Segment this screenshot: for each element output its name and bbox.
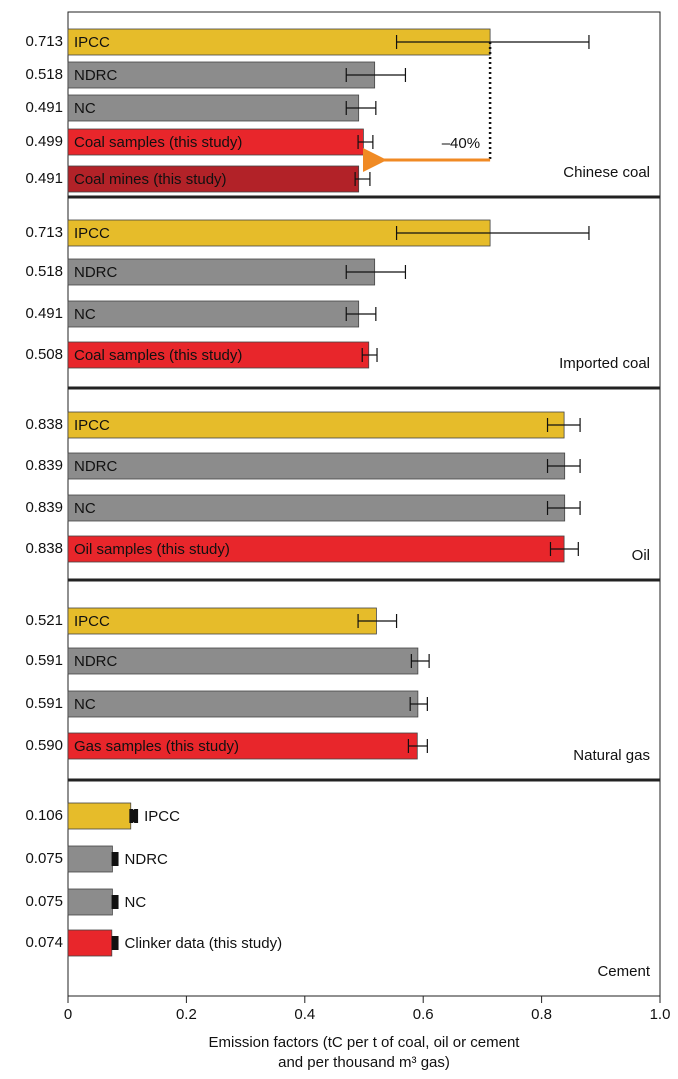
category-label: Coal samples (this study)	[74, 347, 242, 364]
bar	[67, 690, 419, 718]
error-bar	[410, 654, 430, 668]
value-label: 0.508	[25, 346, 63, 363]
bar	[67, 94, 360, 122]
category-label: NDRC	[74, 264, 117, 281]
error-bar	[395, 226, 590, 240]
panel-title: Natural gas	[573, 747, 650, 764]
category-label: NDRC	[74, 458, 117, 475]
bar	[67, 845, 113, 873]
value-label: 0.838	[25, 416, 63, 433]
bar	[67, 888, 113, 916]
value-label: 0.499	[25, 133, 63, 150]
error-bar	[409, 697, 428, 711]
bar	[67, 300, 360, 328]
error-bar	[354, 172, 371, 186]
error-bar	[111, 936, 119, 950]
category-label: Oil samples (this study)	[74, 541, 230, 558]
value-label: 0.075	[25, 850, 63, 867]
category-label: IPCC	[74, 417, 110, 434]
value-label: 0.713	[25, 33, 63, 50]
error-bar	[549, 542, 579, 556]
value-label: 0.591	[25, 652, 63, 669]
x-axis-label: and per thousand m³ gas)	[278, 1054, 450, 1071]
category-label: NC	[74, 100, 96, 117]
error-bar	[357, 135, 374, 149]
panel-title: Imported coal	[559, 355, 650, 372]
category-label: NDRC	[125, 851, 168, 868]
category-label: Gas samples (this study)	[74, 738, 239, 755]
category-label: NC	[125, 894, 147, 911]
error-bar	[345, 265, 407, 279]
x-axis-label: Emission factors (tC per t of coal, oil …	[209, 1034, 521, 1051]
value-label: 0.839	[25, 499, 63, 516]
error-bar	[407, 739, 428, 753]
annotation: –40%	[442, 135, 480, 152]
value-label: 0.521	[25, 612, 63, 629]
value-label: 0.491	[25, 170, 63, 187]
x-tick-label: 0.2	[176, 1006, 197, 1023]
bar	[67, 647, 419, 675]
category-label: NC	[74, 696, 96, 713]
value-label: 0.075	[25, 893, 63, 910]
category-label: IPCC	[74, 34, 110, 51]
value-label: 0.518	[25, 263, 63, 280]
value-label: 0.838	[25, 540, 63, 557]
value-label: 0.074	[25, 934, 63, 951]
category-label: Coal mines (this study)	[74, 171, 227, 188]
error-bar	[546, 418, 581, 432]
value-label: 0.713	[25, 224, 63, 241]
category-label: NDRC	[74, 67, 117, 84]
x-tick-label: 0.6	[413, 1006, 434, 1023]
category-label: IPCC	[144, 808, 180, 825]
category-label: NC	[74, 500, 96, 517]
x-tick-label: 0.4	[294, 1006, 315, 1023]
panel-title: Cement	[597, 963, 650, 980]
error-bar	[361, 348, 378, 362]
bar	[67, 929, 113, 957]
error-bar	[345, 68, 407, 82]
bar	[67, 732, 418, 760]
error-bar	[111, 895, 119, 909]
error-bar	[395, 35, 590, 49]
panel-title: Chinese coal	[563, 164, 650, 181]
bar	[67, 535, 565, 563]
bar	[67, 494, 566, 522]
category-label: Clinker data (this study)	[125, 935, 283, 952]
value-label: 0.491	[25, 99, 63, 116]
value-label: 0.590	[25, 737, 63, 754]
error-bar	[111, 852, 119, 866]
bar	[67, 165, 360, 193]
error-bar	[129, 809, 139, 823]
bar	[67, 607, 377, 635]
category-label: Coal samples (this study)	[74, 134, 242, 151]
value-label: 0.839	[25, 457, 63, 474]
bar	[67, 802, 132, 830]
value-label: 0.518	[25, 66, 63, 83]
x-tick-label: 1.0	[650, 1006, 671, 1023]
bar	[67, 452, 566, 480]
category-label: NC	[74, 306, 96, 323]
category-label: NDRC	[74, 653, 117, 670]
error-bar	[546, 459, 581, 473]
error-bar	[345, 307, 377, 321]
panel-title: Oil	[632, 547, 650, 564]
value-label: 0.591	[25, 695, 63, 712]
bar	[67, 411, 565, 439]
error-bar	[546, 501, 581, 515]
category-label: IPCC	[74, 613, 110, 630]
value-label: 0.106	[25, 807, 63, 824]
error-bar	[345, 101, 377, 115]
error-bar	[357, 614, 398, 628]
bar	[67, 128, 364, 156]
x-tick-label: 0	[64, 1006, 72, 1023]
category-label: IPCC	[74, 225, 110, 242]
value-label: 0.491	[25, 305, 63, 322]
x-tick-label: 0.8	[531, 1006, 552, 1023]
bar	[67, 61, 376, 89]
bar	[67, 341, 370, 369]
